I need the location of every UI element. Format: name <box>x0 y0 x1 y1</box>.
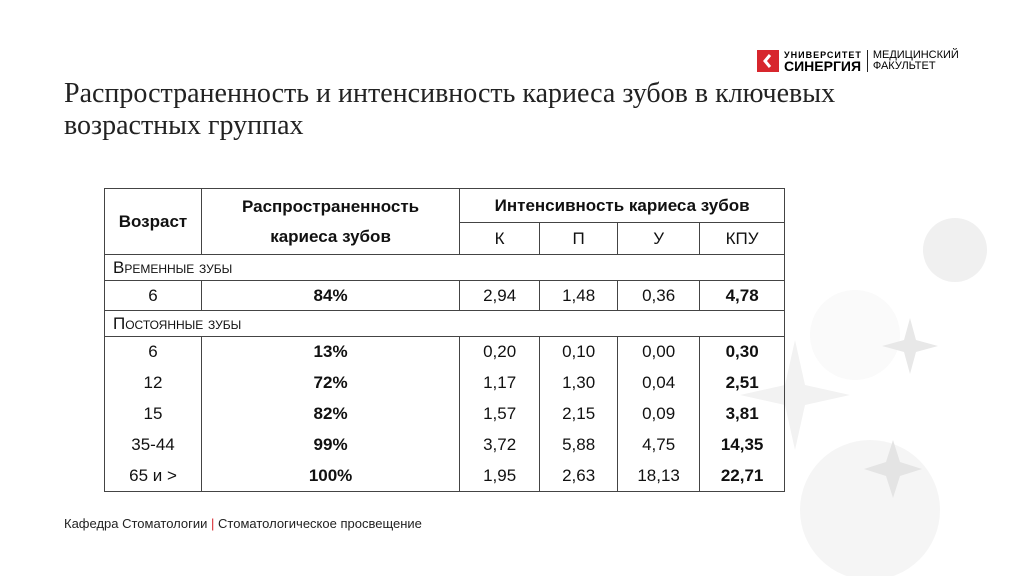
table-row: 6 84% 2,94 1,48 0,36 4,78 <box>104 280 786 311</box>
table-cell: 3,81 <box>699 398 786 430</box>
table-cell: 0,30 <box>699 336 786 368</box>
group-row: Постоянные зубы <box>103 310 786 337</box>
table-cell: 100% <box>200 460 461 492</box>
table-cell: 35-44 <box>104 429 202 461</box>
table-cell: 6 <box>104 280 202 311</box>
table-cell: 13% <box>200 336 461 368</box>
table-cell: 22,71 <box>699 460 786 492</box>
table-cell: 65 и > <box>104 460 202 492</box>
footer-subtitle: Стоматологическое просвещение <box>218 516 422 531</box>
header-cell: Возраст <box>104 188 202 255</box>
table-cell: 18,13 <box>617 460 701 492</box>
table-cell: 6 <box>104 336 202 368</box>
title: Распространенность и интенсивность карие… <box>64 78 836 141</box>
table-cell: 0,20 <box>459 336 541 368</box>
table-cell: 2,15 <box>539 398 619 430</box>
table-cell: 14,35 <box>699 429 786 461</box>
group-label: Временные зубы <box>103 254 786 281</box>
table-cell: 82% <box>200 398 461 430</box>
logo-line: ФАКУЛЬТЕТ <box>872 60 936 72</box>
table-cell: 99% <box>200 429 461 461</box>
logo-faculty: МЕДИЦИНСКИЙ ФАКУЛЬТЕТ <box>873 50 959 72</box>
logo-university: УНИВЕРСИТЕТ СИНЕРГИЯ <box>784 50 862 74</box>
group-label: Постоянные зубы <box>103 310 786 337</box>
table-cell: 5,88 <box>539 429 619 461</box>
table-cell: 0,04 <box>617 367 701 399</box>
header-cell: Интенсивность кариеса зубов <box>459 188 786 223</box>
table-cell: 1,30 <box>539 367 619 399</box>
department: Кафедра Стоматологии <box>64 516 208 531</box>
footer: Кафедра Стоматологии | Стоматологическое… <box>64 516 422 531</box>
table-cell: 0,00 <box>617 336 701 368</box>
table-row: 65 и >100% 1,95 2,63 18,13 22,71 <box>104 460 786 492</box>
logo: УНИВЕРСИТЕТ СИНЕРГИЯ МЕДИЦИНСКИЙ ФАКУЛЬТ… <box>757 50 959 74</box>
header-row: Возраст Распространенность кариеса зубов И… <box>104 188 786 255</box>
table-cell: 15 <box>104 398 202 430</box>
table-cell: 72% <box>200 367 461 399</box>
table-row: 15 82% 1,57 2,15 0,09 3,81 <box>104 398 786 430</box>
header-cell: КПУ <box>699 222 786 255</box>
table-cell: 2,94 <box>459 280 541 311</box>
separator: | <box>211 516 215 531</box>
table-cell: 1,95 <box>459 460 541 492</box>
header-cell: У <box>617 222 701 255</box>
table-cell: 0,36 <box>617 280 701 311</box>
table-row: 6 13% 0,20 0,10 0,00 0,30 <box>104 336 786 368</box>
logo-line: УНИВЕРСИТЕТ <box>784 50 862 60</box>
logo-line: СИНЕРГИЯ <box>784 58 862 74</box>
table-cell: 4,78 <box>699 280 786 311</box>
table: Возраст Распространенность кариеса зубов И… <box>103 188 786 492</box>
logo-line: МЕДИЦИНСКИЙ <box>872 49 959 61</box>
table-cell: 1,57 <box>459 398 541 430</box>
table-row: 35-44 99% 3,72 5,88 4,75 14,35 <box>104 429 786 461</box>
header-cell: К <box>459 222 541 255</box>
table-cell: 1,17 <box>459 367 541 399</box>
table-row: 12 72% 1,17 1,30 0,04 2,51 <box>104 367 786 399</box>
table-cell: 2,51 <box>699 367 786 399</box>
logo-icon <box>757 50 779 72</box>
logo-divider <box>866 50 868 72</box>
table-cell: 4,75 <box>617 429 701 461</box>
table-cell: 0,09 <box>617 398 701 430</box>
table-cell: 12 <box>104 367 202 399</box>
table-cell: 1,48 <box>539 280 619 311</box>
table-cell: 84% <box>200 280 461 311</box>
group-row: Временные зубы <box>103 254 786 281</box>
header-cell: П <box>539 222 619 255</box>
table-cell: 3,72 <box>459 429 541 461</box>
header-cell: Распространенность кариеса зубов <box>200 188 461 255</box>
table-cell: 0,10 <box>539 336 619 368</box>
table-cell: 2,63 <box>539 460 619 492</box>
